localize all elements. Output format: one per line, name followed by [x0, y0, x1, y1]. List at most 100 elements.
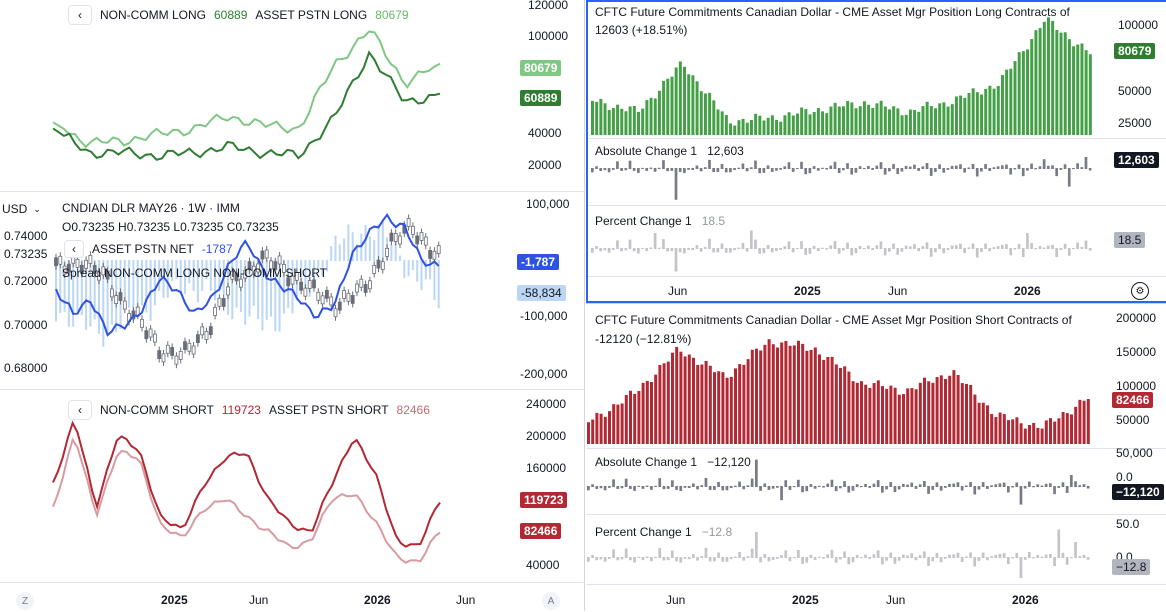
price-candle-body	[428, 250, 433, 259]
pct-change-bar	[822, 557, 825, 559]
short-contracts-bar	[645, 380, 649, 444]
left-chart-canvas[interactable]	[0, 0, 585, 611]
currency-selector[interactable]: USD ⌄	[0, 199, 48, 219]
pct-change-bar	[843, 551, 846, 558]
abs-change-bar	[1046, 165, 1050, 169]
long-contracts-bar	[687, 74, 691, 135]
collapse-legend-button[interactable]: ‹	[68, 400, 92, 420]
pct-change-bar	[616, 557, 620, 561]
spread-histogram-bar	[80, 260, 83, 316]
long-contracts-bar	[917, 111, 921, 135]
spread-histogram-bar	[63, 260, 66, 312]
pane-separator[interactable]	[588, 205, 1166, 206]
spread-histogram-bar	[76, 260, 79, 312]
abs-change-bar	[938, 164, 941, 169]
pct-change-bar	[973, 557, 977, 567]
abs-change-bar	[749, 167, 753, 169]
short-contracts-chart[interactable]: CFTC Future Commitments Canadian Dollar …	[586, 303, 1166, 611]
abs-change-bar	[770, 168, 774, 172]
short-contracts-bar	[658, 364, 662, 444]
spread-histogram-bar	[261, 260, 264, 331]
long-contracts-bar	[1034, 30, 1038, 135]
long-contracts-bar	[963, 97, 967, 135]
spread-histogram-bar	[257, 260, 260, 320]
price-candle-body	[260, 250, 265, 260]
main-chart-pane[interactable]: ‹ NON-COMM LONG 60889 ASSET PSTN LONG 80…	[0, 0, 585, 611]
spread-histogram-bar	[192, 260, 195, 291]
price-candle-body	[406, 218, 411, 227]
non-comm-long-line	[52, 50, 441, 161]
abs-change-bar	[956, 482, 960, 487]
pct-change-bar	[620, 557, 624, 560]
long-contracts-bar	[971, 88, 975, 135]
time-tick: Jun	[668, 284, 688, 298]
price-candle-body	[324, 289, 329, 299]
price-candle-body	[195, 334, 200, 344]
pct-change-bar	[746, 556, 750, 558]
pct-change-bar	[813, 557, 817, 560]
long-contracts-bar	[670, 76, 674, 135]
long-contracts-bar	[632, 105, 636, 135]
pane-separator[interactable]	[0, 191, 585, 192]
bottom-legend: ‹ NON-COMM SHORT 119723 ASSET PSTN SHORT…	[68, 400, 430, 420]
short-contracts-canvas[interactable]	[586, 304, 1166, 612]
abs-change-bar	[612, 479, 615, 487]
zoom-toggle[interactable]: Z	[16, 592, 34, 610]
price-candle-body	[389, 232, 394, 242]
long-contracts-bar	[942, 102, 946, 135]
short-contracts-bar	[1044, 420, 1048, 444]
collapse-indicator-button[interactable]: ‹	[64, 240, 84, 258]
spread-histogram-bar	[205, 260, 208, 280]
abs-change-bar	[662, 160, 665, 169]
pct-change-bar	[892, 243, 895, 249]
price-candle-body	[355, 283, 359, 293]
long-contracts-bar	[1030, 39, 1034, 135]
pane-separator[interactable]	[588, 138, 1166, 139]
abs-change-bar	[1042, 159, 1046, 169]
abs-change-bar	[784, 480, 788, 487]
pct-change-bar	[1086, 557, 1090, 560]
price-candle-body	[419, 232, 424, 241]
long-contracts-bar	[888, 109, 891, 135]
pct-change-bar	[913, 244, 916, 249]
long-contracts-chart[interactable]: CFTC Future Commitments Canadian Dollar …	[586, 0, 1166, 303]
axis-tick: 40000	[528, 126, 562, 140]
spread-histogram-bar	[201, 260, 204, 292]
price-candle-body	[191, 345, 196, 355]
abs-change-bar	[611, 168, 615, 170]
abs-change-bar	[959, 164, 962, 169]
short-contracts-bar	[742, 364, 746, 444]
abs-change-bar	[628, 160, 632, 169]
pct-change-bar	[587, 557, 590, 562]
long-contracts-bar	[737, 120, 741, 135]
long-contracts-canvas[interactable]	[588, 2, 1166, 303]
short-contracts-bar	[960, 383, 964, 444]
pct-change-bar	[729, 248, 732, 253]
abs-change-bar	[965, 485, 968, 487]
pct-change-bar	[906, 555, 909, 558]
short-contracts-bar	[994, 417, 998, 444]
collapse-legend-button[interactable]: ‹	[68, 5, 92, 25]
axis-tick: 20000	[528, 158, 562, 172]
short-contracts-bar	[843, 366, 847, 444]
long-contracts-bar	[770, 115, 774, 135]
short-contracts-bar	[973, 394, 977, 444]
pane-separator[interactable]	[586, 448, 1166, 449]
auto-scale-toggle[interactable]: A	[542, 592, 560, 610]
pct-change-bar	[1019, 557, 1023, 578]
pct-change-bar	[791, 248, 795, 253]
price-candle-body	[135, 306, 140, 316]
pane-separator[interactable]	[0, 389, 585, 390]
pane-separator[interactable]	[586, 514, 1166, 515]
abs-change-bar	[1015, 482, 1019, 487]
pct-change-bar	[591, 555, 594, 558]
price-candle-body	[251, 265, 256, 275]
long-contracts-bar	[1080, 43, 1084, 135]
settings-gear-icon[interactable]: ⚙	[1131, 282, 1149, 300]
pct-change-bar	[986, 557, 989, 561]
pct-change-bar	[1055, 248, 1059, 258]
legend-series1-value: 60889	[214, 8, 248, 22]
abs-change-bar	[833, 161, 837, 169]
pct-change-bar	[695, 245, 699, 249]
short-contracts-bar	[956, 375, 960, 444]
